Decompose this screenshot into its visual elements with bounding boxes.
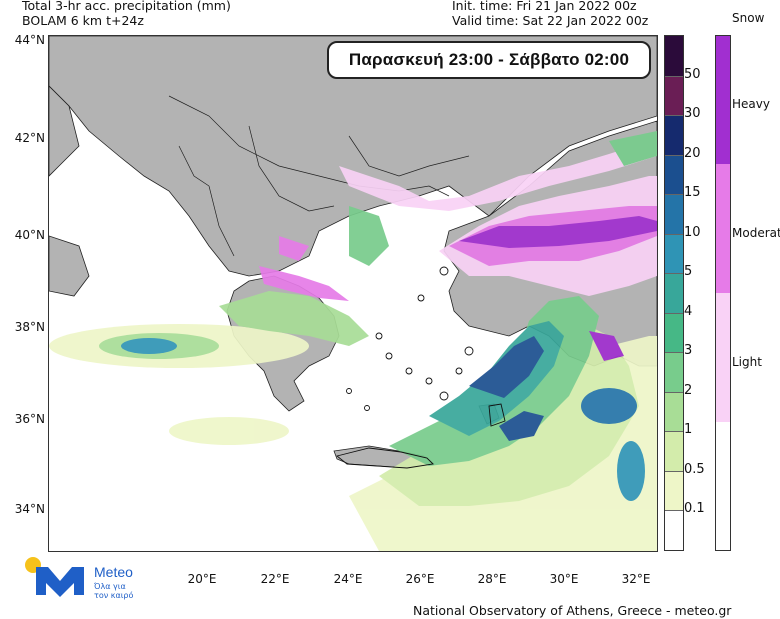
precip-colorbar-label: 20 [684,145,701,161]
precip-colorbar-label: 50 [684,66,701,82]
logo-tagline: Όλα για τον καιρό [94,582,133,600]
lat-label-44: 44°N [14,33,45,47]
lon-label-22: 22°E [260,572,290,586]
meteo-logo-mark [25,557,84,597]
lat-label-40: 40°N [14,228,45,242]
precip-swatch [665,233,683,274]
product-title: Total 3-hr acc. precipitation (mm) [22,0,231,13]
precip-swatch [665,194,683,234]
init-time: Init. time: Fri 21 Jan 2022 00z [452,0,637,13]
precip-swatch [665,115,683,155]
precip-swatch [665,75,683,116]
lat-label-34: 34°N [14,502,45,516]
precip-swatch [665,36,683,76]
lat-label-42: 42°N [14,131,45,145]
precipitation-map [48,35,658,552]
precip-colorbar-label: 15 [684,185,701,201]
footer-credit: National Observatory of Athens, Greece -… [413,603,732,618]
lon-label-30: 30°E [549,572,579,586]
snow-heavy-swatch [716,36,730,164]
precip-colorbar-label: 30 [684,106,701,122]
logo-tagline-1: Όλα για [94,582,126,591]
lat-label-36: 36°N [14,412,45,426]
islands [336,266,506,469]
lon-label-26: 26°E [405,572,435,586]
snow-label-heavy: Heavy [732,97,770,111]
header-right: Init. time: Fri 21 Jan 2022 00z Valid ti… [452,0,648,28]
period-banner: Παρασκευή 23:00 - Σάββατο 02:00 [327,41,651,79]
lon-label-24: 24°E [333,572,363,586]
precip-swatch [665,312,683,353]
precip-colorbar-label: 4 [684,303,693,319]
logo-brand: Meteo [94,564,133,580]
precip-colorbar [664,35,684,551]
lat-label-38: 38°N [14,320,45,334]
logo-tagline-2: τον καιρό [94,591,134,600]
lon-label-28: 28°E [477,572,507,586]
header-left: Total 3-hr acc. precipitation (mm) BOLAM… [22,0,231,28]
valid-time: Valid time: Sat 22 Jan 2022 00z [452,13,649,28]
snow-light-swatch [716,293,730,422]
precip-swatch [665,470,683,511]
snow-colorbar [715,35,731,551]
meteo-logo: Meteo Όλα για τον καιρό [22,555,152,615]
precip-colorbar-label: 3 [684,343,693,359]
lon-label-32: 32°E [621,572,651,586]
precip-colorbar-label: 2 [684,382,693,398]
snow-moderate-swatch [716,164,730,293]
precip-swatch [665,510,683,550]
snow-title: Snow [732,11,765,25]
precip-fields [49,131,657,551]
model-label: BOLAM 6 km t+24z [22,13,144,28]
precip-colorbar-label: 5 [684,264,693,280]
snow-label-moderate: Moderate [732,226,780,240]
precip-swatch [665,431,683,471]
precip-colorbar-label: 10 [684,224,701,240]
precip-colorbar-label: 0.5 [684,461,705,477]
precip-colorbar-label: 0.1 [684,501,705,517]
precip-swatch [665,352,683,392]
snow-label-light: Light [732,355,762,369]
precip-swatch [665,273,683,313]
borders [168,95,470,257]
precip-swatch [665,154,683,195]
precip-colorbar-label: 1 [684,422,693,438]
map-canvas [49,36,657,551]
lon-label-20: 20°E [187,572,217,586]
precip-swatch [665,391,683,432]
snow-none-swatch [716,422,730,550]
